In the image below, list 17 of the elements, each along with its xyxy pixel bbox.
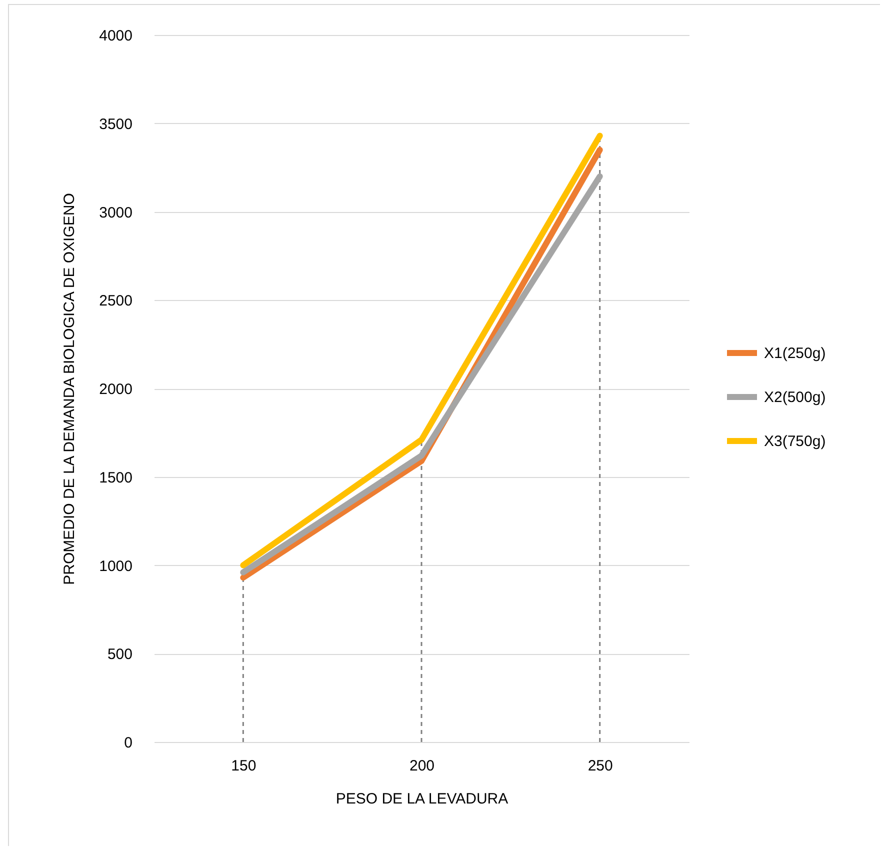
y-tick-label: 1000 xyxy=(99,558,132,575)
x-tick-label: 150 xyxy=(231,758,256,774)
y-tick-label: 4000 xyxy=(99,28,132,44)
y-tick-label: 2000 xyxy=(99,381,132,398)
legend-label: X2(500g) xyxy=(764,389,826,406)
y-tick-label: 1500 xyxy=(99,469,132,486)
y-tick-label: 0 xyxy=(124,734,132,752)
y-axis-title: PROMEDIO DE LA DEMANDA BIOLOGICA DE OXIGENO xyxy=(61,193,78,585)
y-tick-label: 2500 xyxy=(99,292,132,310)
legend-label: X3(750g) xyxy=(764,433,826,450)
y-tick-label: 500 xyxy=(107,646,132,664)
legend-label: X1(250g) xyxy=(764,345,826,362)
y-tick-label: 3500 xyxy=(99,116,132,133)
x-tick-label: 200 xyxy=(409,758,435,774)
x-axis-title: PESO DE LA LEVADURA xyxy=(336,790,508,808)
y-tick-label: 3000 xyxy=(99,204,132,222)
x-tick-label: 250 xyxy=(588,758,613,774)
